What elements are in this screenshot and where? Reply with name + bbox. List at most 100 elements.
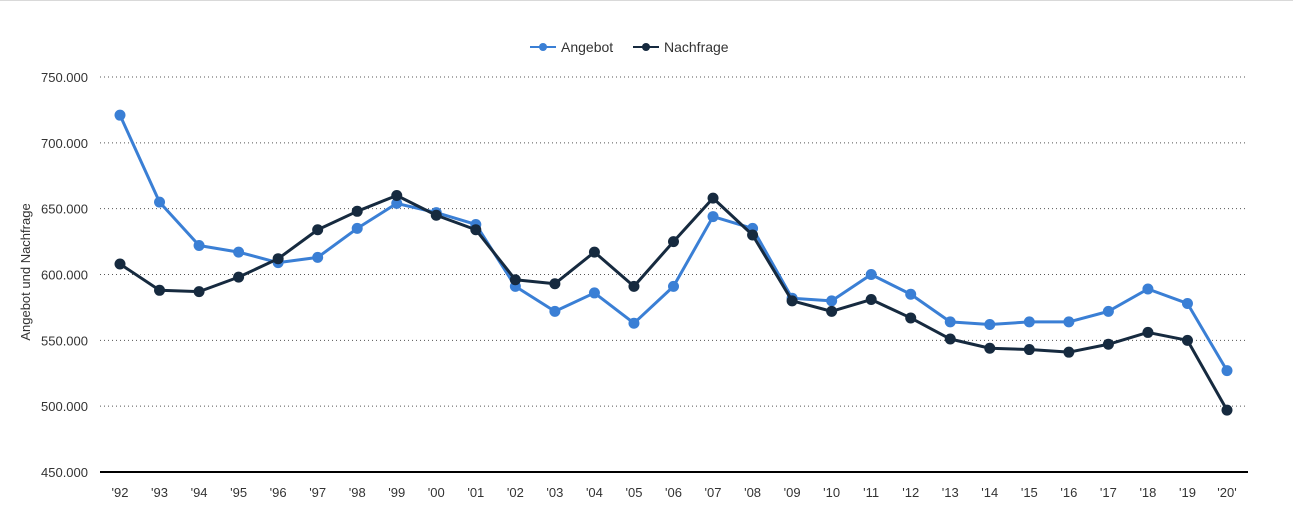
- data-point[interactable]: [154, 196, 166, 208]
- x-tick-label: '94: [191, 485, 208, 500]
- data-point[interactable]: [1102, 338, 1114, 350]
- data-point[interactable]: [1063, 316, 1075, 328]
- data-point[interactable]: [272, 253, 284, 265]
- legend-swatch-marker: [539, 43, 547, 51]
- series-line: [119, 194, 1229, 411]
- data-point[interactable]: [1023, 344, 1035, 356]
- x-tick-label: '06: [665, 485, 682, 500]
- y-axis: 450.000 500.000 550.000 600.000 650.000 700.0…: [41, 70, 88, 480]
- data-point[interactable]: [707, 192, 719, 204]
- data-point[interactable]: [233, 246, 245, 258]
- data-point[interactable]: [391, 190, 403, 201]
- data-point[interactable]: [312, 224, 324, 236]
- y-tick-label: 750.000: [41, 70, 88, 85]
- data-point[interactable]: [1181, 297, 1193, 309]
- top-divider: [0, 0, 1293, 1]
- data-point[interactable]: [984, 342, 996, 354]
- x-tick-label: '20': [1217, 485, 1236, 500]
- legend-item-1[interactable]: Nachfrage: [633, 39, 729, 55]
- data-point[interactable]: [549, 278, 561, 290]
- data-point[interactable]: [430, 209, 442, 221]
- data-point[interactable]: [193, 240, 205, 252]
- legend-label: Nachfrage: [664, 39, 729, 55]
- x-tick-label: '16: [1060, 485, 1077, 500]
- legend-label: Angebot: [561, 39, 613, 55]
- y-axis-title: Angebot und Nachfrage: [18, 203, 33, 340]
- x-tick-label: '19: [1179, 485, 1196, 500]
- gridlines: [100, 76, 1248, 407]
- x-tick-label: '18: [1139, 485, 1156, 500]
- data-point[interactable]: [1221, 404, 1233, 416]
- data-point[interactable]: [905, 312, 917, 324]
- data-point[interactable]: [1023, 316, 1035, 328]
- data-point[interactable]: [865, 269, 877, 280]
- data-point[interactable]: [588, 246, 600, 258]
- x-tick-label: '98: [349, 485, 366, 500]
- y-tick-label: 700.000: [41, 136, 88, 151]
- x-tick-label: '93: [151, 485, 168, 500]
- data-point[interactable]: [351, 205, 363, 217]
- data-point[interactable]: [865, 294, 877, 306]
- data-point[interactable]: [588, 287, 600, 299]
- x-tick-label: '00: [428, 485, 445, 500]
- data-point[interactable]: [351, 222, 363, 234]
- y-tick-label: 650.000: [41, 202, 88, 217]
- data-point[interactable]: [786, 295, 798, 307]
- data-point[interactable]: [944, 333, 956, 345]
- x-tick-label: '92: [112, 485, 129, 500]
- series-1: [114, 190, 1233, 416]
- x-tick-label: '01: [467, 485, 484, 500]
- data-point[interactable]: [312, 251, 324, 263]
- data-point[interactable]: [1102, 305, 1114, 317]
- y-tick-label: 500.000: [41, 399, 88, 414]
- x-tick-label: '96: [270, 485, 287, 500]
- data-point[interactable]: [193, 286, 205, 298]
- x-tick-label: '05: [625, 485, 642, 500]
- legend-item-0[interactable]: Angebot: [530, 39, 613, 55]
- legend-swatch-marker: [642, 43, 650, 51]
- data-point[interactable]: [509, 274, 521, 286]
- legend[interactable]: Angebot Nachfrage: [530, 39, 729, 55]
- data-point[interactable]: [1142, 283, 1154, 295]
- x-tick-label: '95: [230, 485, 247, 500]
- data-point[interactable]: [549, 305, 561, 317]
- y-tick-label: 600.000: [41, 268, 88, 283]
- x-tick-label: '14: [981, 485, 998, 500]
- data-point[interactable]: [628, 317, 640, 329]
- data-point[interactable]: [1142, 326, 1154, 338]
- data-point[interactable]: [707, 211, 719, 223]
- x-tick-label: '07: [705, 485, 722, 500]
- data-point[interactable]: [114, 109, 126, 121]
- x-axis: '92 '93 '94 '95 '96 '97 '98 '99 '00 '01 '02 '03 '04 '…: [112, 485, 1237, 500]
- data-point[interactable]: [391, 197, 403, 209]
- data-point[interactable]: [470, 224, 482, 236]
- x-tick-label: '15: [1021, 485, 1038, 500]
- data-point[interactable]: [905, 288, 917, 300]
- data-point[interactable]: [1221, 365, 1233, 377]
- x-tick-label: '13: [942, 485, 959, 500]
- data-point[interactable]: [668, 280, 679, 292]
- x-tick-label: '99: [388, 485, 405, 500]
- x-tick-label: '10: [823, 485, 840, 500]
- y-tick-label: 450.000: [41, 465, 88, 480]
- x-tick-label: '09: [784, 485, 801, 500]
- series: [114, 109, 1233, 416]
- data-point[interactable]: [114, 258, 126, 270]
- x-tick-label: '08: [744, 485, 761, 500]
- x-tick-label: '11: [863, 485, 879, 500]
- x-tick-label: '03: [546, 485, 563, 500]
- data-point[interactable]: [984, 319, 996, 331]
- data-point[interactable]: [668, 236, 679, 248]
- data-point[interactable]: [826, 295, 838, 307]
- data-point[interactable]: [747, 229, 759, 241]
- data-point[interactable]: [233, 271, 245, 283]
- data-point[interactable]: [826, 305, 838, 317]
- data-point[interactable]: [1181, 334, 1193, 346]
- x-tick-label: '04: [586, 485, 603, 500]
- data-point[interactable]: [1063, 346, 1075, 358]
- x-tick-label: '97: [309, 485, 326, 500]
- data-point[interactable]: [944, 316, 956, 328]
- data-point[interactable]: [628, 280, 640, 292]
- data-point[interactable]: [154, 284, 166, 296]
